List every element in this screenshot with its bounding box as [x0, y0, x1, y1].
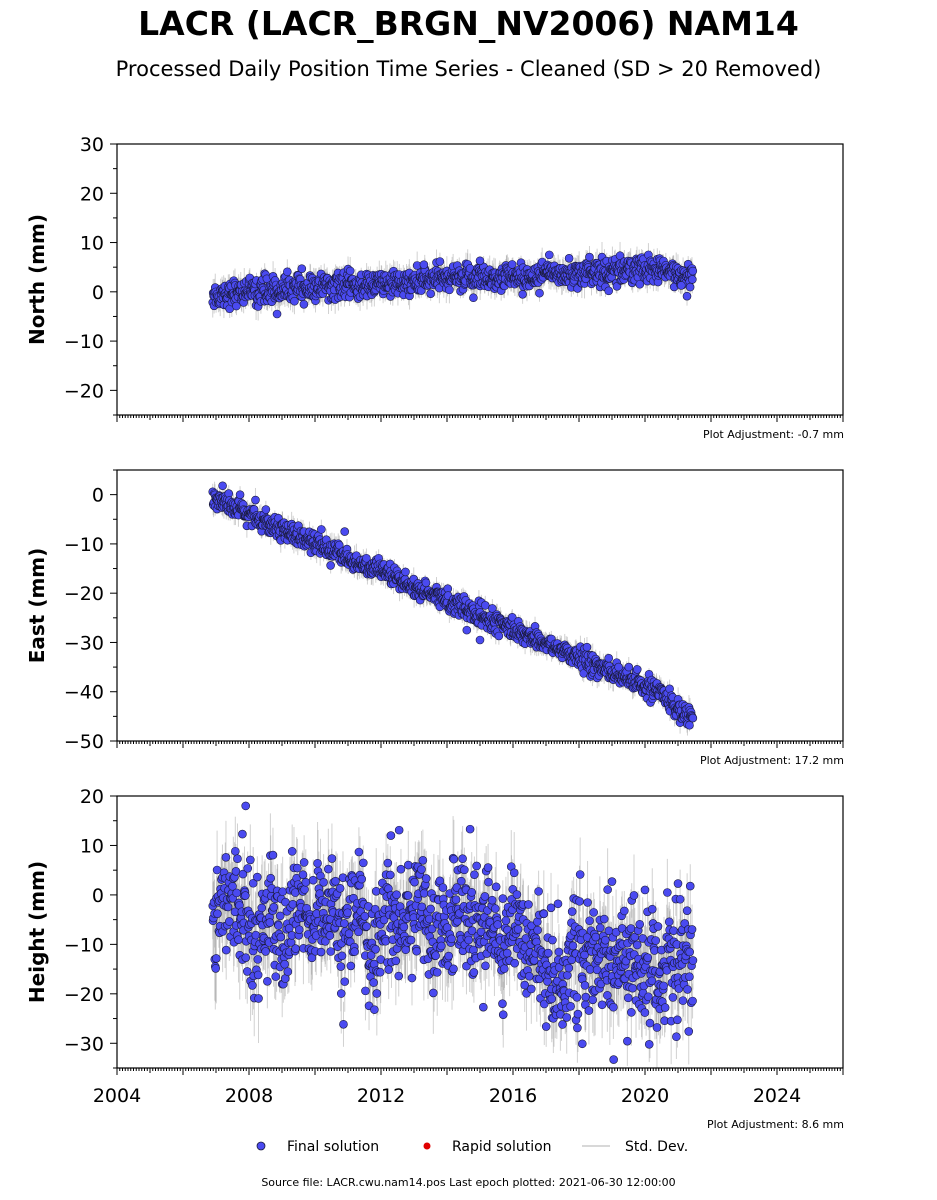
- data-point: [494, 631, 504, 641]
- outlier-point: [469, 293, 478, 303]
- data-point: [682, 291, 692, 301]
- data-point: [688, 713, 698, 723]
- outlier-point: [475, 256, 485, 266]
- data-point: [488, 604, 497, 613]
- data-point: [518, 290, 527, 299]
- y-tick-label: −20: [64, 583, 104, 605]
- outlier-point: [462, 625, 472, 635]
- plots-canvas: −20 −10 0 10 20 30 North (mm) −50 −40 −30 −20 −10 0 E…: [25, 134, 844, 1107]
- y-tick-label: −30: [64, 632, 104, 654]
- outlier-point: [218, 481, 227, 491]
- data-point: [362, 553, 371, 563]
- data-point: [283, 267, 292, 277]
- y-tick-label: −10: [64, 331, 104, 353]
- y-tick-label: 30: [80, 134, 104, 156]
- data-point: [401, 567, 410, 577]
- data-point: [688, 275, 697, 284]
- y-tick-label: 20: [80, 183, 104, 205]
- y-tick-label: −20: [64, 380, 104, 402]
- data-point: [585, 252, 594, 262]
- data-point: [688, 266, 698, 276]
- data-point: [326, 561, 335, 570]
- outlier-point: [614, 662, 623, 672]
- data-point: [507, 260, 517, 269]
- data-point: [480, 601, 490, 610]
- y-tick-label: −40: [64, 682, 104, 704]
- data-point: [445, 285, 454, 295]
- data-point: [261, 505, 271, 514]
- y-tick-label: 0: [92, 485, 104, 507]
- outlier-point: [297, 264, 307, 273]
- y-tick-label: 10: [80, 233, 104, 255]
- east-panel: −50 −40 −30 −20 −10 0 East (mm): [25, 469, 844, 753]
- data-point: [345, 266, 355, 276]
- data-point: [290, 296, 299, 306]
- data-point: [685, 282, 695, 292]
- data-point: [535, 288, 544, 298]
- north-y-axis-label: North (mm): [25, 214, 49, 345]
- outlier-point: [419, 260, 429, 270]
- east-final-solution-points: [208, 481, 698, 730]
- data-point: [685, 720, 694, 730]
- north-panel: −20 −10 0 10 20 30 North (mm): [25, 134, 844, 422]
- outlier-point: [272, 309, 282, 319]
- y-tick-label: 0: [92, 282, 104, 304]
- data-point: [299, 299, 309, 309]
- outlier-point: [340, 527, 350, 536]
- outlier-point: [604, 286, 614, 296]
- y-tick-label: −50: [64, 731, 104, 753]
- data-point: [582, 642, 592, 652]
- data-point: [251, 495, 260, 505]
- outlier-point: [544, 250, 554, 260]
- outlier-point: [604, 653, 614, 663]
- data-point: [624, 662, 634, 672]
- north-final-solution-points: [208, 250, 698, 319]
- east-y-axis-label: East (mm): [25, 548, 49, 664]
- data-point: [317, 525, 326, 534]
- data-point: [435, 257, 445, 266]
- data-point: [426, 289, 435, 298]
- data-point: [235, 490, 245, 500]
- data-point: [421, 578, 431, 588]
- chart-subtitle: Processed Daily Position Time Series - C…: [115, 57, 822, 81]
- data-point: [232, 301, 241, 311]
- outlier-point: [475, 635, 485, 645]
- outlier-point: [676, 281, 686, 290]
- data-point: [632, 665, 642, 674]
- y-tick-label: −10: [64, 534, 104, 556]
- outlier-point: [564, 254, 574, 263]
- chart-title: LACR (LACR_BRGN_NV2006) NAM14: [138, 4, 799, 43]
- data-point: [635, 279, 645, 289]
